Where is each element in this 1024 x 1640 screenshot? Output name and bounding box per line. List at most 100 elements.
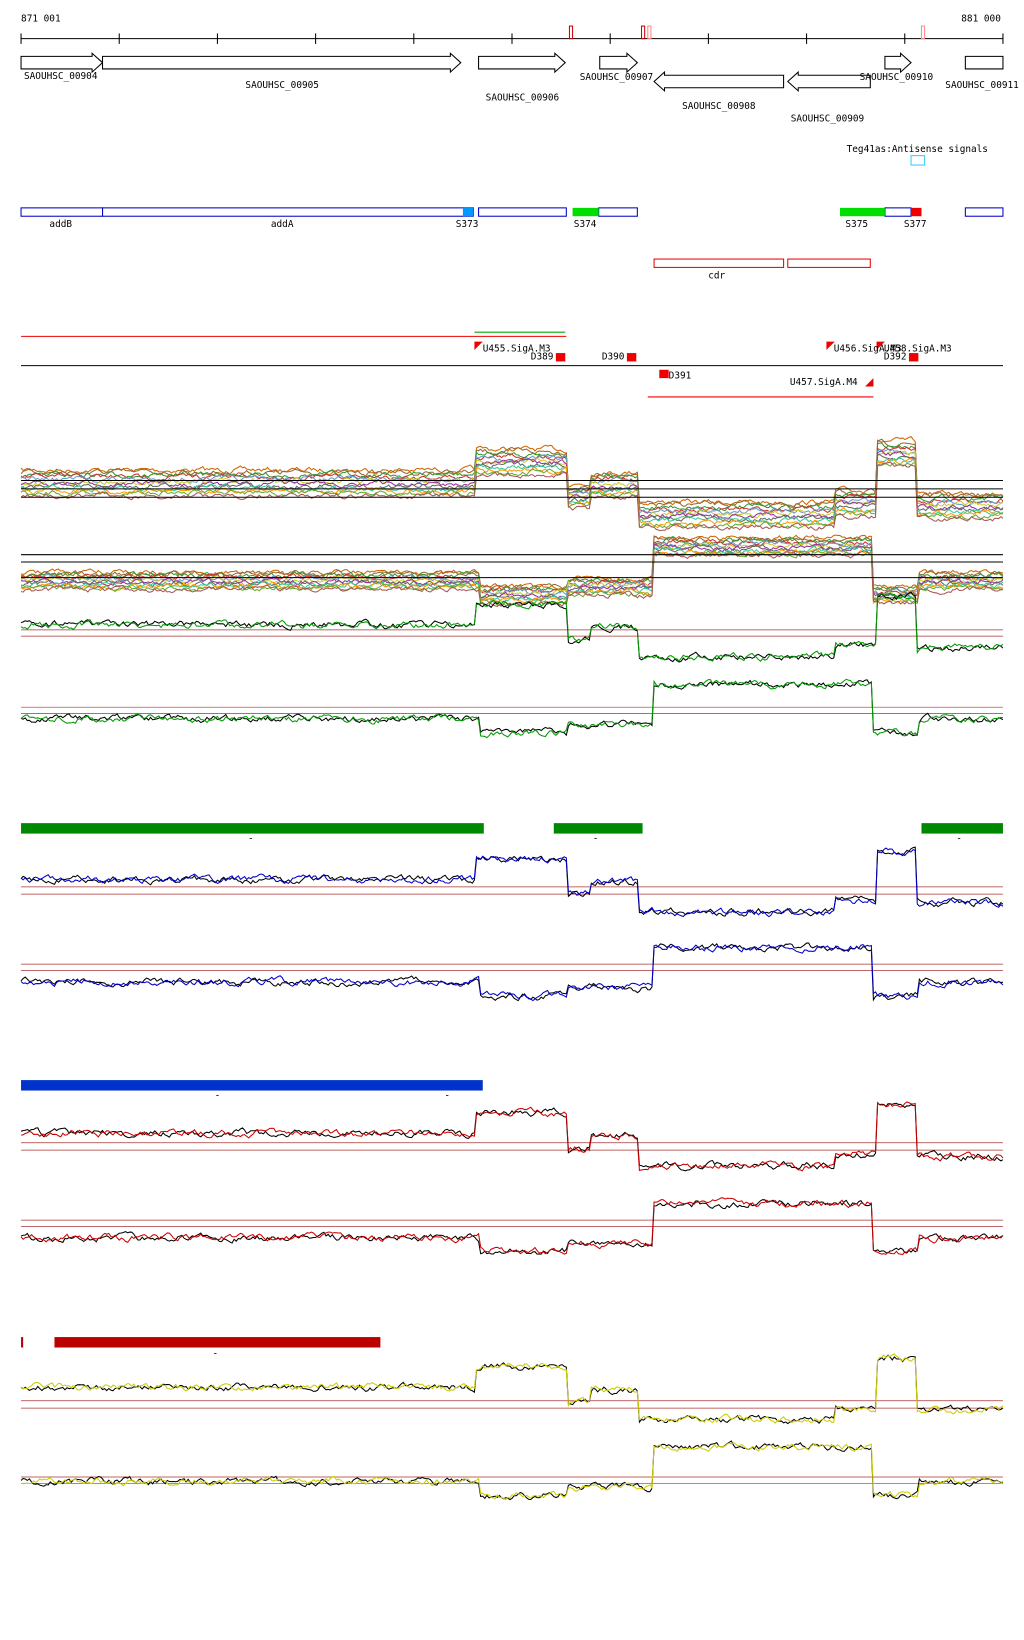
gene-arrow	[653, 70, 785, 93]
expression-trace	[20, 450, 1004, 520]
gene-arrow	[786, 70, 871, 93]
expression-trace	[20, 1354, 1004, 1425]
ruler-signal	[920, 25, 926, 40]
expression-trace	[20, 679, 1004, 737]
expression-trace	[20, 1102, 1004, 1172]
promoter-label: D389	[531, 352, 554, 363]
expression-trace	[20, 678, 1004, 739]
expression-trace	[20, 534, 1004, 590]
expression-trace	[20, 543, 1004, 600]
feature-label: addA	[271, 219, 294, 230]
gene-label: SAOUHSC_00907	[580, 72, 654, 83]
marker: -	[213, 1348, 219, 1359]
feature-label: S373	[456, 219, 479, 230]
condition-bar	[54, 1337, 381, 1348]
feature-label: S377	[904, 219, 927, 230]
gene-arrow	[884, 52, 912, 74]
terminator	[659, 369, 669, 379]
feature-box	[102, 207, 474, 217]
promoter-flag	[474, 341, 483, 350]
expression-trace	[20, 461, 1003, 530]
condition-bar	[21, 1080, 483, 1091]
expression-trace	[20, 944, 1004, 1002]
gene-label: SAOUHSC_00905	[245, 80, 318, 91]
feature-box	[964, 207, 1004, 217]
expression-trace	[20, 1441, 1004, 1501]
feature-box	[478, 207, 567, 217]
gene-label: SAOUHSC_00910	[860, 72, 934, 83]
expression-trace	[20, 539, 1004, 596]
promoter-label: D391	[669, 371, 692, 382]
marker: -	[444, 1090, 450, 1101]
feature-box	[884, 207, 912, 217]
feature-box	[20, 207, 104, 217]
feature-label: cdr	[708, 270, 725, 281]
feature-fill	[462, 207, 474, 217]
expression-trace	[20, 1199, 1004, 1255]
terminator	[626, 353, 637, 362]
marker: -	[593, 833, 599, 844]
expression-trace	[20, 847, 1004, 918]
expression-trace	[20, 442, 1004, 512]
expression-trace	[20, 1353, 1004, 1424]
gene-label: SAOUHSC_00911	[945, 80, 1019, 91]
antisense-title: Teg41as:Antisense signals	[847, 144, 988, 155]
gene-arrow	[101, 52, 462, 74]
promoter-label: U456.SigA.M3	[834, 343, 902, 354]
feature-fill	[840, 207, 885, 217]
expression-trace	[20, 458, 1003, 529]
promoter-label: D392	[884, 352, 907, 363]
gene-label: SAOUHSC_00904	[24, 71, 98, 82]
expression-trace	[20, 591, 1004, 663]
terminator	[908, 353, 919, 362]
gene-arrow	[478, 52, 567, 74]
expression-trace	[20, 548, 1004, 605]
ruler-signal	[641, 25, 646, 40]
expression-trace	[20, 1197, 1004, 1256]
antisense-box	[910, 155, 926, 166]
promoter-label: U458.SigA.M3	[884, 343, 952, 354]
cdr-box	[653, 258, 785, 268]
marker: -	[956, 833, 962, 844]
feature-box	[598, 207, 638, 217]
end-coordinate: 881 000	[961, 13, 1001, 24]
terminator	[555, 353, 566, 362]
start-coordinate: 871 001	[21, 13, 61, 24]
promoter-flag	[826, 341, 835, 350]
feature-label: S375	[845, 219, 868, 230]
expression-trace	[20, 846, 1004, 917]
promoter-flag	[876, 341, 885, 350]
expression-trace	[20, 535, 1004, 592]
promoter-label: D390	[602, 352, 625, 363]
promoter-label: U457.SigA.M4	[790, 377, 858, 388]
ruler-signal	[568, 25, 574, 40]
cdr-box	[787, 258, 871, 268]
expression-trace	[20, 543, 1004, 601]
expression-trace	[20, 461, 1004, 532]
expression-trace	[20, 592, 1004, 662]
condition-bar	[553, 823, 643, 834]
gene-label: SAOUHSC_00908	[682, 101, 756, 112]
feature-fill	[911, 207, 922, 217]
feature-fill	[572, 207, 599, 217]
expression-trace	[20, 1101, 1004, 1172]
gene-arrow	[964, 55, 1004, 70]
promoter-label: U455.SigA.M3	[483, 343, 551, 354]
marker: -	[215, 1090, 221, 1101]
condition-bar	[921, 823, 1003, 834]
gene-arrow	[599, 52, 639, 74]
marker: -	[248, 833, 254, 844]
gene-label: SAOUHSC_00906	[486, 93, 560, 104]
expression-trace	[20, 453, 1004, 524]
ruler-signal	[647, 25, 652, 40]
condition-bar	[21, 823, 484, 834]
promoter-flag	[865, 378, 874, 387]
expression-trace	[20, 942, 1003, 1002]
expression-trace	[20, 1440, 1003, 1501]
gene-label: SAOUHSC_00909	[791, 114, 865, 125]
expression-trace	[20, 435, 1004, 507]
condition-bar	[21, 1337, 24, 1348]
feature-label: S374	[574, 219, 597, 230]
